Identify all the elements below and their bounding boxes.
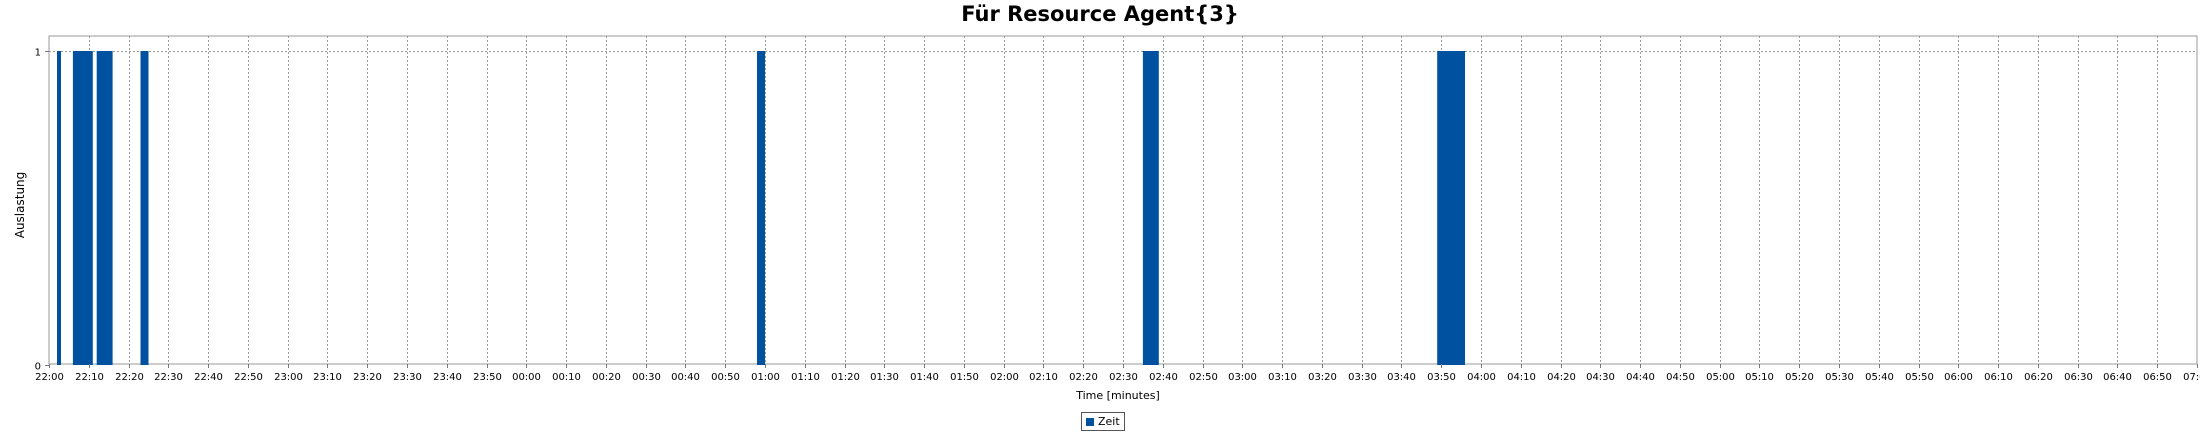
chart-title: Für Resource Agent{3}: [961, 2, 1239, 26]
bar-zeit: [1437, 51, 1465, 365]
x-tick-label: 01:40: [910, 372, 939, 383]
x-tick-label: 04:40: [1626, 372, 1655, 383]
x-tick-label: 23:40: [433, 372, 462, 383]
x-tick-label: 06:40: [2103, 372, 2132, 383]
x-tick-label: 05:30: [1825, 372, 1854, 383]
x-tick-label: 03:10: [1268, 372, 1297, 383]
x-tick-label: 04:20: [1547, 372, 1576, 383]
x-tick-label: 05:40: [1865, 372, 1894, 383]
x-tick-label: 04:50: [1666, 372, 1695, 383]
x-tick-label: 05:00: [1706, 372, 1735, 383]
x-tick-label: 23:50: [473, 372, 502, 383]
x-tick-label: 23:20: [353, 372, 382, 383]
x-tick-label: 05:10: [1745, 372, 1774, 383]
x-tick-label: 01:50: [950, 372, 979, 383]
bar-zeit: [72, 51, 93, 365]
x-tick-label: 06:30: [2064, 372, 2093, 383]
x-tick-label: 05:20: [1785, 372, 1814, 383]
x-tick-label: 02:00: [990, 372, 1019, 383]
bar-zeit: [57, 51, 61, 365]
x-tick-label: 22:20: [115, 372, 144, 383]
x-tick-label: 23:00: [274, 372, 303, 383]
x-tick-label: 00:10: [552, 372, 581, 383]
bar-zeit: [140, 51, 149, 365]
x-axis-title: Time [minutes]: [1075, 389, 1160, 402]
x-tick-label: 23:10: [313, 372, 342, 383]
x-tick-label: 02:10: [1029, 372, 1058, 383]
x-tick-label: 22:00: [35, 372, 64, 383]
x-tick-label: 03:20: [1308, 372, 1337, 383]
x-tick-label: 03:30: [1348, 372, 1377, 383]
x-tick-label: 00:50: [711, 372, 740, 383]
x-tick-label: 01:00: [751, 372, 780, 383]
x-tick-label: 00:20: [592, 372, 621, 383]
x-tick-label: 00:30: [632, 372, 661, 383]
x-tick-label: 03:00: [1228, 372, 1257, 383]
x-tick-label: 01:30: [870, 372, 899, 383]
x-tick-label: 06:20: [2024, 372, 2053, 383]
x-tick-label: 07:00: [2183, 372, 2200, 383]
x-tick-label: 02:20: [1069, 372, 1098, 383]
x-tick-label: 22:30: [154, 372, 183, 383]
y-tick-label: 0: [35, 362, 41, 373]
x-tick-label: 02:50: [1189, 372, 1218, 383]
x-tick-label: 01:10: [791, 372, 820, 383]
x-tick-label: 22:50: [234, 372, 263, 383]
y-axis-title: Auslastung: [13, 172, 27, 239]
x-tick-label: 06:10: [1984, 372, 2013, 383]
legend-swatch-zeit: [1086, 417, 1094, 426]
legend: Zeit: [1081, 412, 1125, 431]
x-tick-label: 04:10: [1507, 372, 1536, 383]
x-tick-label: 02:30: [1109, 372, 1138, 383]
x-tick-label: 03:50: [1427, 372, 1456, 383]
x-tick-label: 04:30: [1586, 372, 1615, 383]
x-tick-label: 23:30: [393, 372, 422, 383]
x-tick-label: 00:40: [671, 372, 700, 383]
x-tick-label: 22:10: [75, 372, 104, 383]
y-tick-label: 1: [35, 48, 41, 59]
x-tick-label: 05:50: [1905, 372, 1934, 383]
x-tick-label: 01:20: [831, 372, 860, 383]
x-tick-label: 06:50: [2143, 372, 2172, 383]
x-tick-label: 03:40: [1387, 372, 1416, 383]
x-tick-label: 04:00: [1467, 372, 1496, 383]
x-tick-label: 06:00: [1944, 372, 1973, 383]
bar-zeit: [96, 51, 113, 365]
bar-zeit: [757, 51, 765, 365]
x-tick-label: 02:40: [1149, 372, 1178, 383]
x-tick-label: 00:00: [512, 372, 541, 383]
x-tick-label: 22:40: [194, 372, 223, 383]
bar-zeit: [1142, 51, 1159, 365]
legend-label-zeit: Zeit: [1098, 415, 1120, 428]
